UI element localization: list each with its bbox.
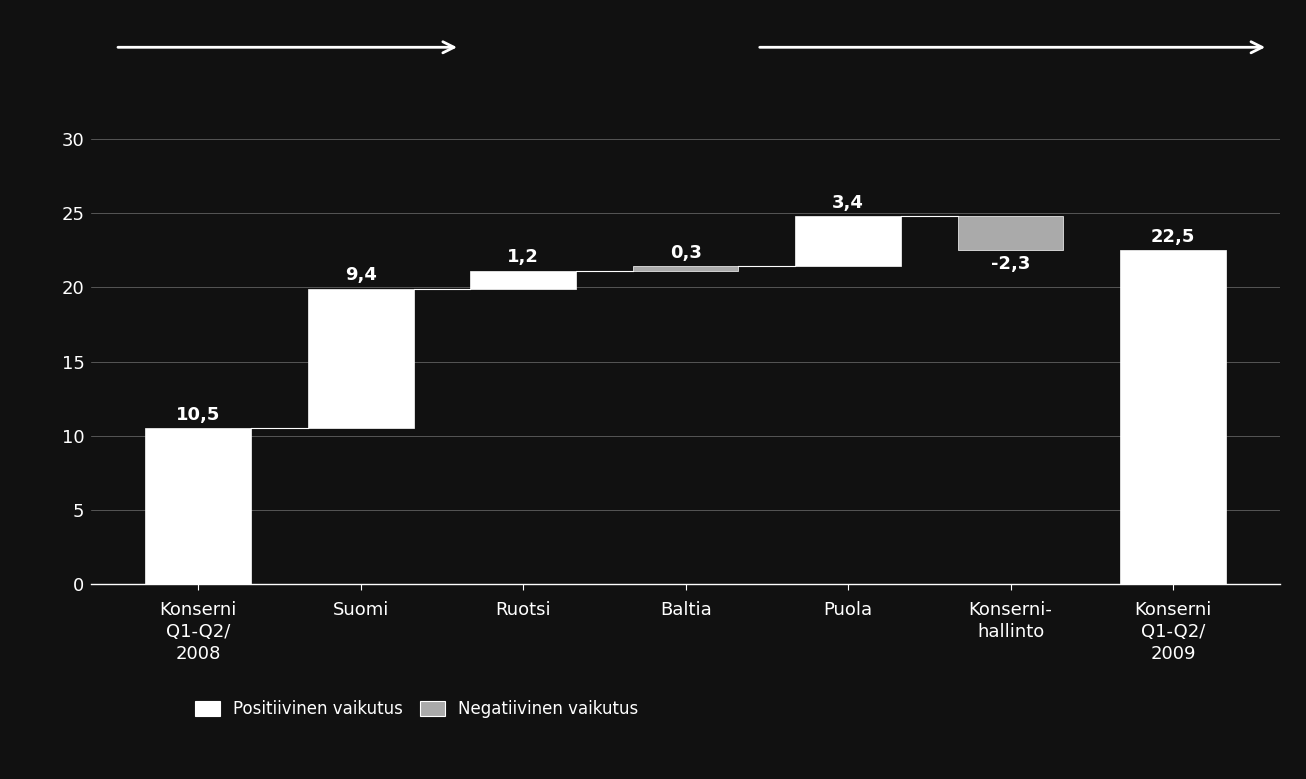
Bar <box>957 216 1063 250</box>
Text: 10,5: 10,5 <box>176 406 221 424</box>
Bar <box>308 289 414 428</box>
Text: -2,3: -2,3 <box>991 255 1030 273</box>
Bar <box>1121 250 1226 584</box>
Bar <box>633 266 738 271</box>
Bar <box>470 271 576 289</box>
Text: 0,3: 0,3 <box>670 244 701 262</box>
Bar <box>145 428 251 584</box>
Text: 1,2: 1,2 <box>507 249 539 266</box>
Text: 3,4: 3,4 <box>832 193 865 212</box>
Bar <box>795 216 901 266</box>
Text: 22,5: 22,5 <box>1151 227 1195 245</box>
Text: 9,4: 9,4 <box>345 266 376 284</box>
Legend: Positiivinen vaikutus, Negatiivinen vaikutus: Positiivinen vaikutus, Negatiivinen vaik… <box>195 700 639 718</box>
